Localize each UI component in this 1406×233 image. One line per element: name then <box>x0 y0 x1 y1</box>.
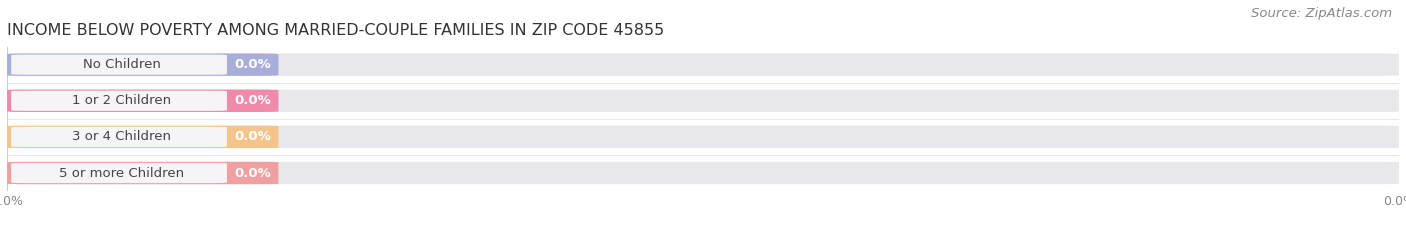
FancyBboxPatch shape <box>11 163 226 183</box>
Text: INCOME BELOW POVERTY AMONG MARRIED-COUPLE FAMILIES IN ZIP CODE 45855: INCOME BELOW POVERTY AMONG MARRIED-COUPL… <box>7 24 664 38</box>
Text: Source: ZipAtlas.com: Source: ZipAtlas.com <box>1251 7 1392 20</box>
FancyBboxPatch shape <box>7 89 1399 112</box>
Text: 5 or more Children: 5 or more Children <box>59 167 184 179</box>
Text: 0.0%: 0.0% <box>235 130 271 143</box>
FancyBboxPatch shape <box>7 53 278 76</box>
FancyBboxPatch shape <box>11 127 226 147</box>
Text: No Children: No Children <box>83 58 160 71</box>
FancyBboxPatch shape <box>11 91 226 111</box>
Text: 1 or 2 Children: 1 or 2 Children <box>72 94 172 107</box>
FancyBboxPatch shape <box>7 162 278 184</box>
Text: 0.0%: 0.0% <box>235 58 271 71</box>
Text: 3 or 4 Children: 3 or 4 Children <box>72 130 172 143</box>
Text: 0.0%: 0.0% <box>235 94 271 107</box>
FancyBboxPatch shape <box>7 162 1399 184</box>
FancyBboxPatch shape <box>11 55 226 75</box>
FancyBboxPatch shape <box>7 126 278 148</box>
FancyBboxPatch shape <box>7 126 1399 148</box>
Text: 0.0%: 0.0% <box>235 167 271 179</box>
FancyBboxPatch shape <box>7 89 278 112</box>
FancyBboxPatch shape <box>7 53 1399 76</box>
